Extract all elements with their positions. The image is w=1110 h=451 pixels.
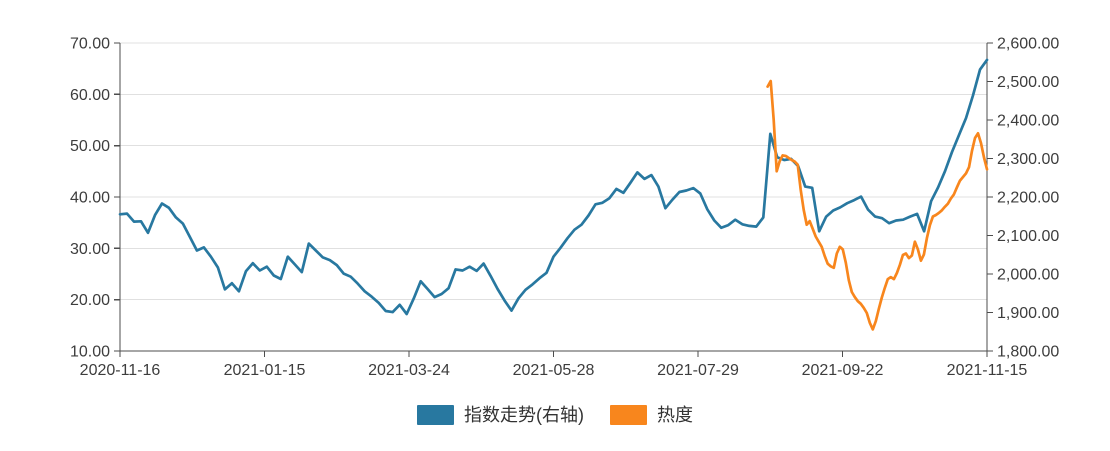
right-axis-tick-label: 1,900.00 xyxy=(997,305,1059,322)
right-axis-tick-label: 2,500.00 xyxy=(997,74,1059,91)
left-axis-tick-label: 70.00 xyxy=(70,36,110,53)
left-axis-tick-label: 60.00 xyxy=(70,87,110,104)
right-axis-tick-label: 1,800.00 xyxy=(997,344,1059,361)
left-axis-tick-label: 10.00 xyxy=(70,344,110,361)
left-axis-tick-label: 20.00 xyxy=(70,292,110,309)
x-axis-tick-label: 2021-03-24 xyxy=(368,362,450,379)
legend-item-index-trend[interactable]: 指数走势(右轴) xyxy=(417,405,584,425)
right-axis-tick-label: 2,100.00 xyxy=(997,228,1059,245)
x-axis-tick-label: 2020-11-16 xyxy=(80,362,161,379)
right-axis-tick-label: 2,600.00 xyxy=(997,36,1059,53)
heat-line xyxy=(766,79,989,331)
x-axis-tick-label: 2021-09-22 xyxy=(802,362,884,379)
right-axis-tick-label: 2,300.00 xyxy=(997,151,1059,168)
legend-label-heat: 热度 xyxy=(657,405,693,425)
left-axis-tick-label: 50.00 xyxy=(70,138,110,155)
left-axis-tick-label: 30.00 xyxy=(70,241,110,258)
right-axis-tick-label: 2,000.00 xyxy=(997,267,1059,284)
legend-item-heat[interactable]: 热度 xyxy=(610,405,693,425)
x-axis-tick-label: 2021-01-15 xyxy=(224,362,306,379)
chart-legend: 指数走势(右轴) 热度 xyxy=(0,401,1110,429)
right-axis-tick-label: 2,400.00 xyxy=(997,113,1059,130)
x-axis-tick-label: 2021-07-29 xyxy=(657,362,739,379)
x-axis-tick-label: 2021-11-15 xyxy=(947,362,1028,379)
index-trend-line xyxy=(118,58,989,316)
x-axis-tick-label: 2021-05-28 xyxy=(513,362,595,379)
left-axis-tick-label: 40.00 xyxy=(70,190,110,207)
legend-swatch-index-trend xyxy=(417,405,454,425)
right-axis-tick-label: 2,200.00 xyxy=(997,190,1059,207)
legend-label-index-trend: 指数走势(右轴) xyxy=(464,405,584,425)
legend-swatch-heat xyxy=(610,405,647,425)
